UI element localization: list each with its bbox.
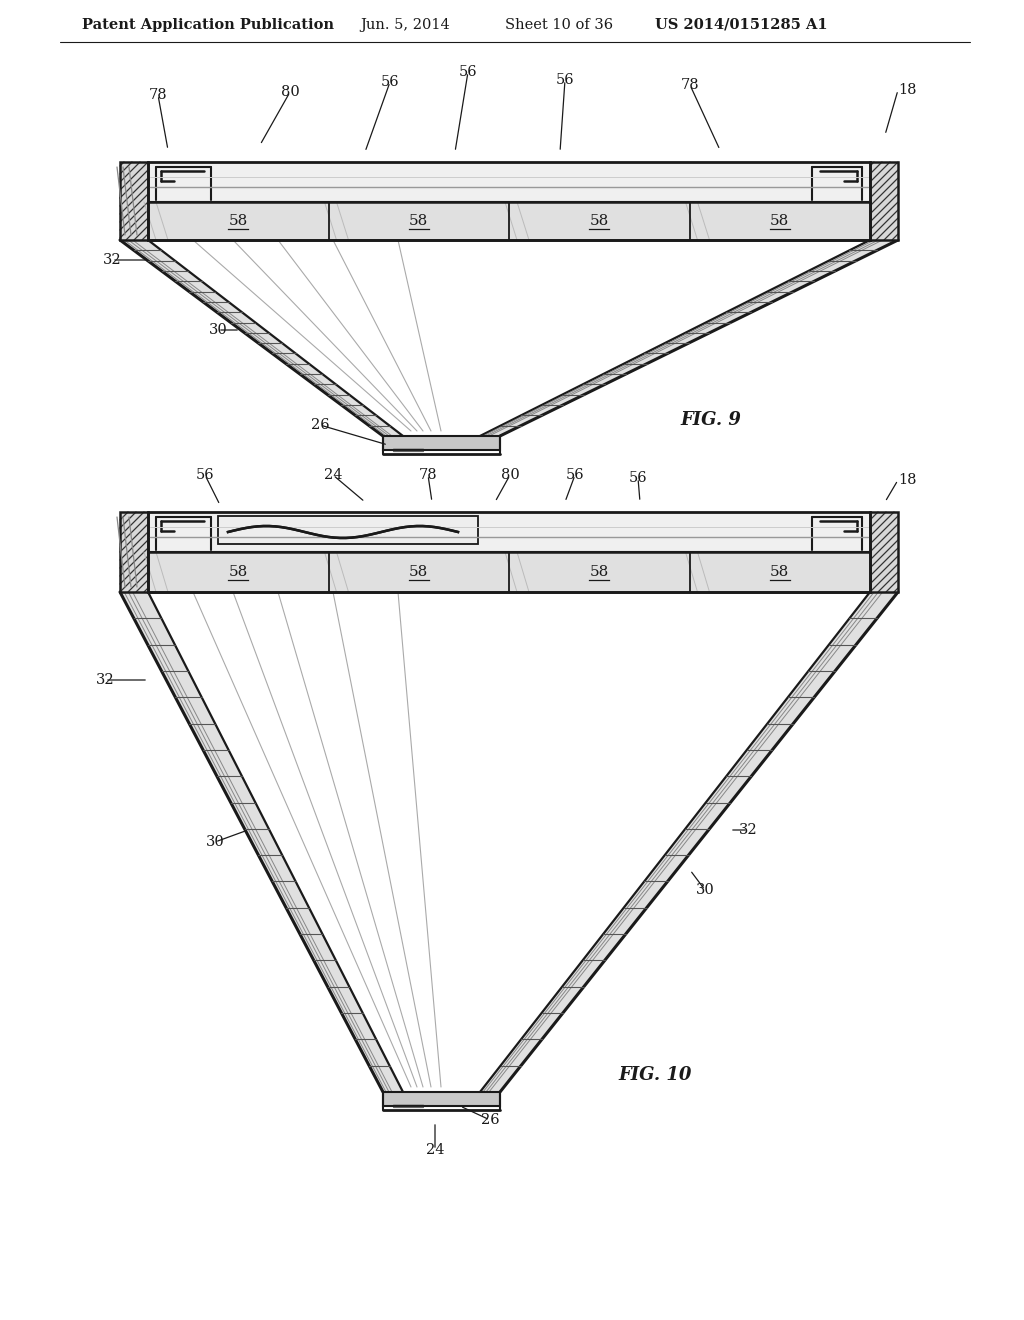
Polygon shape xyxy=(148,591,870,1092)
Text: 80: 80 xyxy=(501,469,519,482)
Bar xyxy=(148,162,870,240)
Text: 58: 58 xyxy=(590,565,609,579)
Text: FIG. 9: FIG. 9 xyxy=(680,411,741,429)
Text: 30: 30 xyxy=(209,323,227,337)
Text: 78: 78 xyxy=(419,469,437,482)
Text: 58: 58 xyxy=(410,214,428,228)
Bar xyxy=(329,202,509,240)
Polygon shape xyxy=(120,240,403,436)
Text: 58: 58 xyxy=(228,214,248,228)
Text: 56: 56 xyxy=(459,65,477,79)
Bar xyxy=(509,202,689,240)
Text: 58: 58 xyxy=(770,565,790,579)
Bar xyxy=(120,162,148,240)
Text: 18: 18 xyxy=(898,83,916,96)
Text: 32: 32 xyxy=(95,673,115,686)
Text: 30: 30 xyxy=(206,836,224,849)
Text: FIG. 10: FIG. 10 xyxy=(618,1067,691,1084)
Text: 24: 24 xyxy=(324,469,342,482)
Polygon shape xyxy=(148,240,870,436)
Polygon shape xyxy=(480,240,898,436)
Polygon shape xyxy=(480,591,898,1092)
Bar xyxy=(120,162,148,240)
Bar xyxy=(870,512,898,591)
Bar xyxy=(689,202,870,240)
Bar xyxy=(148,202,870,240)
Text: 32: 32 xyxy=(102,253,121,267)
Bar xyxy=(148,512,870,591)
Bar xyxy=(120,512,148,591)
Bar xyxy=(148,552,870,591)
Text: 56: 56 xyxy=(196,469,214,482)
Bar xyxy=(870,162,898,240)
Text: Jun. 5, 2014: Jun. 5, 2014 xyxy=(360,18,450,32)
Text: 58: 58 xyxy=(410,565,428,579)
Text: 26: 26 xyxy=(480,1113,500,1127)
Polygon shape xyxy=(120,591,403,1092)
Bar xyxy=(120,512,148,591)
Bar xyxy=(383,1092,500,1106)
Text: US 2014/0151285 A1: US 2014/0151285 A1 xyxy=(655,18,827,32)
Text: 80: 80 xyxy=(281,84,299,99)
Bar xyxy=(218,516,478,544)
Bar xyxy=(689,552,870,591)
Text: 30: 30 xyxy=(695,883,715,898)
Bar xyxy=(148,512,870,591)
Bar xyxy=(148,552,329,591)
Bar xyxy=(870,162,898,240)
Text: 58: 58 xyxy=(770,214,790,228)
Bar xyxy=(383,1092,500,1106)
Bar xyxy=(148,162,870,240)
Text: 56: 56 xyxy=(565,469,585,482)
Text: 78: 78 xyxy=(681,78,699,92)
Bar xyxy=(329,552,509,591)
Text: 32: 32 xyxy=(738,822,758,837)
Text: 78: 78 xyxy=(148,88,167,102)
Text: 56: 56 xyxy=(381,75,399,88)
Text: 58: 58 xyxy=(590,214,609,228)
Text: 24: 24 xyxy=(426,1143,444,1158)
Bar xyxy=(383,436,500,450)
Text: 56: 56 xyxy=(629,471,647,484)
Text: Patent Application Publication: Patent Application Publication xyxy=(82,18,334,32)
Text: 58: 58 xyxy=(228,565,248,579)
Bar xyxy=(383,436,500,450)
Text: 56: 56 xyxy=(556,73,574,87)
Bar xyxy=(148,202,329,240)
Bar xyxy=(870,512,898,591)
Text: Sheet 10 of 36: Sheet 10 of 36 xyxy=(505,18,613,32)
Text: 26: 26 xyxy=(310,418,330,432)
Bar xyxy=(509,552,689,591)
Text: 18: 18 xyxy=(898,473,916,487)
